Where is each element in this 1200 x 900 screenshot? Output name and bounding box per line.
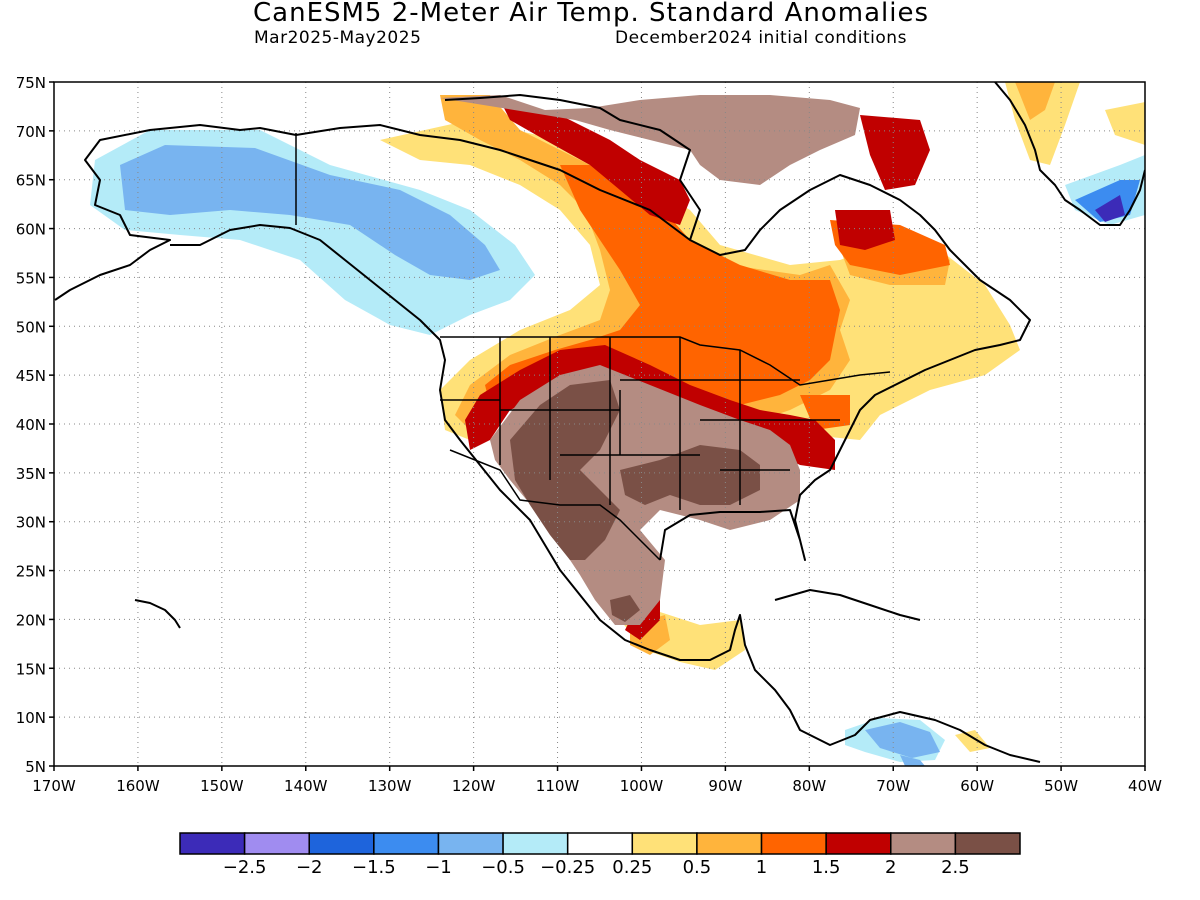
legend-label: 0.5 — [683, 857, 712, 878]
greenland-cold-3 — [1095, 195, 1125, 222]
lon-tick-label: 120W — [452, 777, 496, 795]
lon-tick-label: 60W — [960, 777, 994, 795]
lat-tick-label: 25N — [16, 563, 46, 581]
lat-tick-label: 55N — [16, 269, 46, 287]
lat-tick-label: 70N — [16, 123, 46, 141]
lat-tick-label: 65N — [16, 172, 46, 190]
legend-swatch — [308, 832, 375, 855]
border-us-mexico — [449, 449, 661, 561]
hot-red-arctic — [500, 100, 690, 225]
legend-swatch — [566, 832, 634, 855]
lon-tick-label: 150W — [200, 777, 244, 795]
legend-label: −1.5 — [352, 857, 396, 878]
hot-red-greenland-west — [860, 115, 930, 190]
longitude-axis: 170W 160W 150W 140W 130W 120W 110W 100W 90W 80W 70… — [32, 766, 1162, 795]
coast-alaska-south — [170, 224, 1041, 763]
legend-label: −2 — [296, 857, 323, 878]
political-borders — [295, 133, 891, 561]
coast-hawaii — [134, 599, 181, 629]
legend-label: 1 — [756, 857, 767, 878]
greenland-orange — [1015, 82, 1055, 120]
initial-conditions: December2024 initial conditions — [615, 28, 907, 48]
legend-swatch — [890, 832, 957, 855]
warm-yellow-caribbean — [955, 730, 990, 752]
lon-tick-label: 100W — [620, 777, 664, 795]
lat-tick-label: 60N — [16, 221, 46, 239]
lat-tick-label: 10N — [16, 709, 46, 727]
legend-label: 2 — [885, 857, 896, 878]
coastlines — [54, 82, 1145, 763]
lon-tick-label: 80W — [792, 777, 826, 795]
lat-tick-label: 30N — [16, 514, 46, 532]
lon-tick-label: 160W — [116, 777, 160, 795]
border-us-canada — [440, 336, 891, 386]
lat-tick-label: 20N — [16, 611, 46, 629]
cold-region-caribbean-cold — [865, 722, 940, 758]
legend-label: −1 — [425, 857, 452, 878]
legend-swatch — [243, 832, 310, 855]
legend-swatch — [760, 832, 827, 855]
legend-swatch — [825, 832, 892, 855]
coast-greenland — [994, 82, 1145, 226]
legend-swatch — [696, 832, 763, 855]
legend-swatch — [954, 832, 1021, 855]
lat-tick-label: 35N — [16, 465, 46, 483]
lat-tick-label: 5N — [25, 758, 46, 776]
coast-alaska-north — [54, 94, 701, 301]
border-states-west — [440, 337, 700, 505]
legend-label: −0.25 — [540, 857, 595, 878]
dark-brown-mexico — [610, 595, 640, 622]
legend-label: 2.5 — [941, 857, 970, 878]
legend-label: −2.5 — [223, 857, 267, 878]
coast-east-us — [659, 174, 1031, 561]
lon-tick-label: 130W — [368, 777, 412, 795]
legend-swatch — [437, 832, 504, 855]
greenland-yellow-east — [1105, 102, 1145, 145]
dark-brown-southwest-2 — [620, 445, 760, 505]
legend-label: 0.25 — [612, 857, 652, 878]
cold-region-caribbean-cold-2 — [900, 755, 925, 766]
lat-tick-label: 50N — [16, 318, 46, 336]
color-legend: −2.5 −2 −1.5 −1 −0.5 −0.25 0.25 0.5 1 1.5 2 2.5 — [179, 832, 1021, 878]
lon-tick-label: 110W — [536, 777, 580, 795]
lat-tick-label: 75N — [16, 74, 46, 92]
lon-tick-label: 170W — [32, 777, 76, 795]
cold-region-alaska-cold — [120, 145, 500, 280]
lon-tick-label: 70W — [876, 777, 910, 795]
legend-swatch — [373, 832, 440, 855]
latitude-axis: 75N 70N 65N 60N 55N 50N 45N 40N 35N 30N 25N 20N 15N 1… — [16, 74, 54, 776]
legend-swatch — [631, 832, 698, 855]
legend-label: 1.5 — [812, 857, 841, 878]
legend-swatch — [179, 832, 246, 855]
lon-tick-label: 90W — [708, 777, 742, 795]
lat-tick-label: 15N — [16, 660, 46, 678]
dark-brown-southwest-1 — [510, 380, 620, 560]
lon-tick-label: 140W — [284, 777, 328, 795]
lon-tick-label: 40W — [1128, 777, 1162, 795]
forecast-period: Mar2025-May2025 — [254, 28, 422, 48]
lon-tick-label: 50W — [1044, 777, 1078, 795]
hot-red-quebec — [835, 210, 895, 250]
chart-title: CanESM5 2-Meter Air Temp. Standard Anoma… — [253, 0, 929, 28]
legend-swatch — [502, 832, 569, 855]
warm-deep-orange-band — [485, 165, 840, 405]
anomaly-field — [90, 82, 1145, 766]
border-states-central — [620, 337, 840, 510]
legend-label: −0.5 — [481, 857, 525, 878]
light-brown-northwest — [440, 95, 860, 185]
coast-cuba — [774, 589, 921, 621]
lat-tick-label: 45N — [16, 367, 46, 385]
lat-tick-label: 40N — [16, 416, 46, 434]
